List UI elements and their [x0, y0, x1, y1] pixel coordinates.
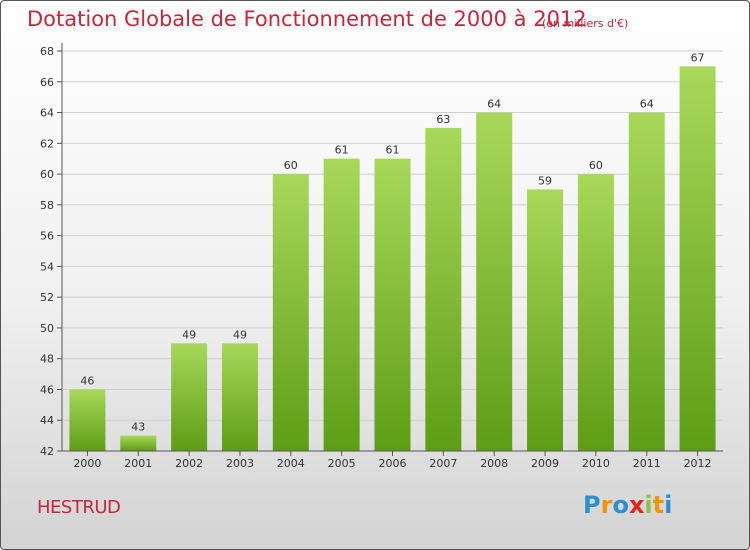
- bar: [69, 389, 106, 451]
- data-label: 64: [640, 98, 654, 111]
- data-label: 49: [233, 328, 247, 341]
- commune-name: HESTRUD: [37, 497, 121, 518]
- data-label: 43: [131, 421, 145, 434]
- data-label: 64: [487, 98, 501, 111]
- data-label: 59: [538, 174, 552, 187]
- y-tick-label: 44: [40, 414, 54, 427]
- x-tick-label: 2004: [277, 457, 305, 470]
- bar: [171, 343, 208, 451]
- data-label: 46: [80, 374, 94, 387]
- data-label: 49: [182, 328, 196, 341]
- logo-letter: r: [600, 491, 613, 519]
- y-tick-label: 66: [40, 76, 54, 89]
- bar: [527, 189, 564, 451]
- bar: [323, 158, 360, 451]
- logo-letter: i: [664, 491, 673, 519]
- y-tick-label: 46: [40, 383, 54, 396]
- data-label: 61: [335, 144, 349, 157]
- x-tick-label: 2002: [175, 457, 203, 470]
- x-tick-label: 2007: [429, 457, 457, 470]
- bar: [120, 435, 157, 451]
- data-label: 63: [436, 113, 450, 126]
- axes: 42 44 46 48 50 52 54 56 58 60 62 64 66 68 2000 2001 2002…: [40, 43, 723, 470]
- x-tick-label: 2009: [531, 457, 559, 470]
- bar: [476, 112, 513, 452]
- x-tick-label: 2011: [633, 457, 661, 470]
- y-tick-label: 50: [40, 322, 54, 335]
- y-tick-label: 58: [40, 199, 54, 212]
- logo-letter: x: [628, 491, 645, 519]
- y-tick-label: 52: [40, 291, 54, 304]
- logo-letter: P: [583, 491, 601, 519]
- x-tick-label: 2003: [226, 457, 254, 470]
- x-tick-label: 2008: [480, 457, 508, 470]
- x-tick-label: 2006: [379, 457, 407, 470]
- y-tick-label: 62: [40, 137, 54, 150]
- y-tick-label: 42: [40, 445, 54, 458]
- y-tick-label: 60: [40, 168, 54, 181]
- x-tick-label: 2005: [328, 457, 356, 470]
- chart-unit: (en milliers d'€): [542, 17, 629, 30]
- proxiti-logo: Proxiti: [583, 491, 672, 519]
- data-label: 60: [589, 159, 603, 172]
- y-tick-label: 68: [40, 45, 54, 58]
- x-tick-label: 2010: [582, 457, 610, 470]
- y-tick-label: 56: [40, 230, 54, 243]
- bar: [374, 158, 411, 451]
- x-tick-label: 2000: [73, 457, 101, 470]
- bar: [577, 174, 614, 452]
- y-tick-label: 64: [40, 107, 54, 120]
- chart-title: Dotation Globale de Fonctionnement de 20…: [27, 7, 587, 31]
- data-label: 67: [691, 51, 705, 64]
- x-tick-label: 2012: [684, 457, 712, 470]
- logo-letter: o: [612, 491, 629, 519]
- bar: [425, 127, 462, 451]
- y-tick-label: 48: [40, 353, 54, 366]
- bar: [221, 343, 258, 451]
- bar: [272, 174, 309, 452]
- x-tick-label: 2001: [124, 457, 152, 470]
- logo-letter: i: [644, 491, 653, 519]
- bar: [628, 112, 665, 452]
- bars: 46 43 49 49 60 61 61 63 64 59 60 64 67: [69, 51, 716, 452]
- bar: [679, 66, 716, 451]
- data-label: 61: [386, 144, 400, 157]
- data-label: 60: [284, 159, 298, 172]
- logo-letter: t: [652, 491, 665, 519]
- y-tick-label: 54: [40, 260, 54, 273]
